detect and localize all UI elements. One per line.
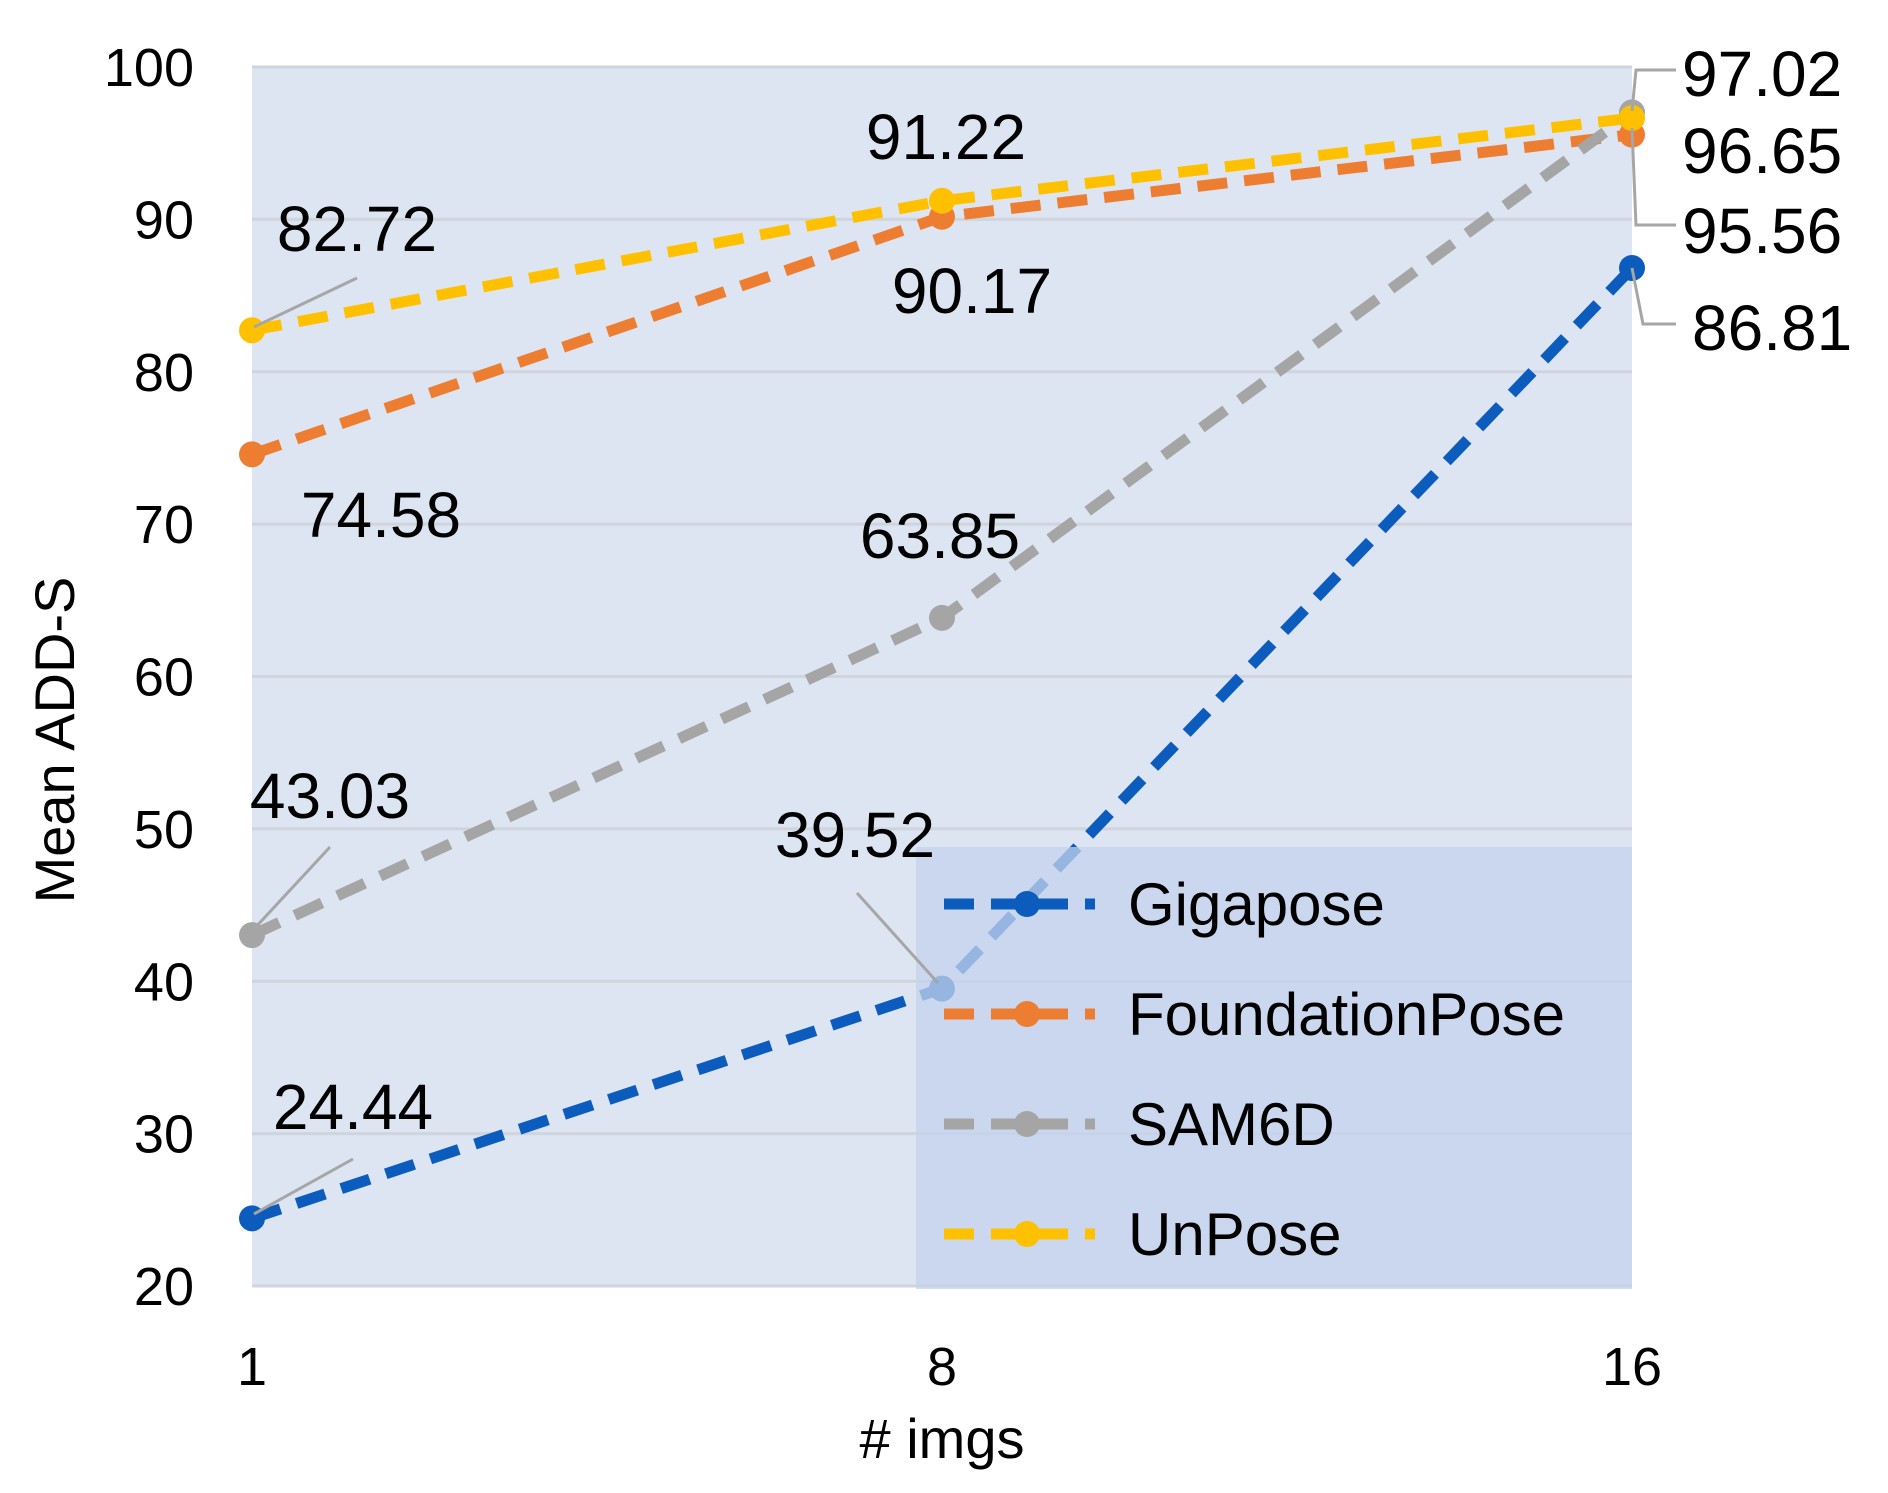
leader-line	[855, 891, 940, 985]
legend-label: FoundationPose	[1128, 981, 1565, 1048]
data-label: 96.65	[1682, 115, 1842, 187]
leader-line	[252, 845, 332, 931]
y-tick-label: 90	[134, 190, 194, 250]
legend-item: Gigapose	[944, 871, 1385, 938]
data-point	[239, 441, 265, 468]
x-axis-ticks: 1 8 16	[237, 1337, 1662, 1397]
x-tick-label: 1	[237, 1337, 267, 1397]
data-label: 95.56	[1682, 195, 1842, 267]
data-point	[1619, 254, 1645, 281]
legend-label: UnPose	[1128, 1201, 1341, 1268]
legend-item: SAM6D	[944, 1091, 1335, 1158]
legend-swatch-marker	[1014, 1221, 1040, 1247]
y-axis-ticks: 20 30 40 50 60 70 80 90 100	[104, 38, 194, 1317]
data-label: 91.22	[866, 101, 1026, 173]
leader-line	[253, 276, 358, 329]
data-label: 90.17	[892, 255, 1052, 327]
data-point	[239, 922, 265, 949]
data-labels: 24.44 39.52 86.81 74.58 90.17 95.56 43.03 63.85…	[250, 38, 1852, 1143]
data-label: 63.85	[860, 500, 1020, 572]
data-label: 24.44	[273, 1071, 433, 1143]
y-tick-label: 50	[134, 800, 194, 860]
y-tick-label: 30	[134, 1105, 194, 1165]
data-label: 74.58	[301, 479, 461, 551]
y-tick-label: 80	[134, 343, 194, 403]
data-point	[929, 604, 955, 631]
legend: Gigapose FoundationPose SAM6D UnPose	[944, 871, 1565, 1268]
data-label: 39.52	[775, 799, 935, 871]
data-label: 86.81	[1692, 292, 1852, 364]
data-label: 82.72	[277, 193, 437, 265]
data-point	[239, 317, 265, 344]
leader-line	[1630, 267, 1676, 326]
legend-item: FoundationPose	[944, 981, 1565, 1048]
y-tick-label: 60	[134, 648, 194, 708]
data-point	[929, 187, 955, 214]
data-point	[1619, 105, 1645, 132]
x-tick-label: 8	[927, 1337, 957, 1397]
label-leader-lines	[252, 68, 1676, 1216]
legend-swatch-marker	[1014, 891, 1040, 917]
data-label: 97.02	[1682, 38, 1842, 110]
leader-line	[1630, 127, 1676, 227]
y-axis-label: Mean ADD-S	[23, 577, 86, 904]
y-tick-label: 70	[134, 495, 194, 555]
legend-label: Gigapose	[1128, 871, 1385, 938]
data-label: 43.03	[250, 760, 410, 832]
legend-box	[916, 847, 1632, 1289]
y-tick-label: 100	[104, 38, 194, 98]
y-tick-label: 20	[134, 1257, 194, 1317]
leader-line	[1630, 68, 1676, 112]
legend-item: UnPose	[944, 1201, 1341, 1268]
legend-label: SAM6D	[1128, 1091, 1335, 1158]
leader-line	[253, 1157, 354, 1216]
legend-swatch-marker	[1014, 1001, 1040, 1027]
legend-swatch-marker	[1014, 1111, 1040, 1137]
x-tick-label: 16	[1602, 1337, 1662, 1397]
y-tick-label: 40	[134, 952, 194, 1012]
x-axis-label: # imgs	[860, 1407, 1025, 1470]
